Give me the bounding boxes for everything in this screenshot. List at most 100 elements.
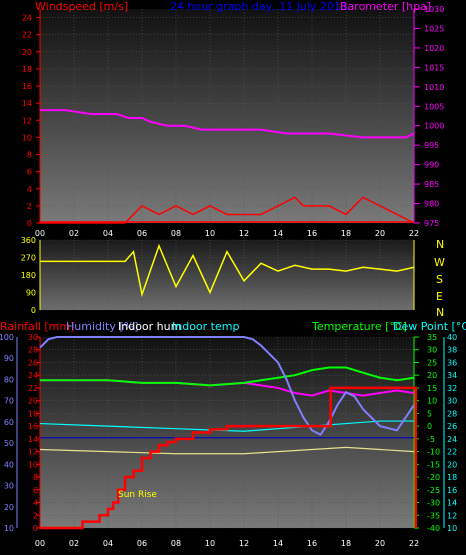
bottom-panel — [40, 337, 414, 528]
windspeed-tick-label: 0 — [27, 219, 32, 228]
dew-point-tick-label: 12 — [447, 511, 457, 520]
rainfall-tick-label: 20 — [28, 397, 38, 406]
dew-point-tick-label: 26 — [447, 422, 457, 431]
rainfall-tick-label: 18 — [28, 409, 38, 418]
humidity-tick-label: 90 — [4, 354, 14, 363]
compass-s: S — [436, 273, 443, 286]
direction-tick-label: 360 — [21, 236, 36, 245]
barometer-tick-label: 985 — [424, 180, 439, 189]
humidity-tick-label: 70 — [4, 397, 14, 406]
humidity-tick-label: 20 — [4, 503, 14, 512]
dew-point-tick-label: 18 — [447, 473, 457, 482]
x-tick-bottom: 22 — [409, 539, 419, 548]
rainfall-tick-label: 24 — [28, 371, 38, 380]
barometer-axis-title: Barometer [hpa] — [340, 0, 431, 13]
x-tick-top: 22 — [409, 229, 419, 238]
indoor-humidity-line — [39, 446, 415, 455]
direction-tick-label: 0 — [31, 306, 36, 315]
x-tick-top: 18 — [341, 229, 351, 238]
rainfall-tick-label: 22 — [28, 384, 38, 393]
x-tick-top: 20 — [375, 229, 385, 238]
dew-point-tick-label: 38 — [447, 346, 457, 355]
windspeed-tick-label: 20 — [22, 48, 32, 57]
humidity-axis-title: Humidity [%] — [66, 320, 138, 333]
sunrise-label: Sun Rise — [118, 490, 157, 500]
barometer-tick-label: 1015 — [424, 63, 444, 72]
humidity-tick-label: 30 — [4, 482, 14, 491]
dew-point-axis-title: Dew Point [°C] — [393, 320, 466, 333]
windspeed-tick-label: 12 — [22, 116, 32, 125]
compass-n-bottom: N — [436, 306, 444, 319]
temperature-tick-label: 25 — [427, 358, 437, 367]
dew-point-tick-label: 30 — [447, 397, 457, 406]
compass-e: E — [436, 290, 443, 303]
dew-point-tick-label: 40 — [447, 333, 457, 342]
windspeed-line — [40, 196, 415, 224]
barometer-tick-label: 1010 — [424, 83, 444, 92]
dew-point-tick-label: 32 — [447, 384, 457, 393]
barometer-tick-label: 1005 — [424, 102, 444, 111]
windspeed-tick-label: 22 — [22, 31, 32, 40]
x-tick-bottom: 20 — [375, 539, 385, 548]
barometer-tick-label: 990 — [424, 161, 439, 170]
temperature-tick-label: 0 — [427, 422, 432, 431]
temperature-tick-label: 35 — [427, 333, 437, 342]
windspeed-tick-label: 4 — [27, 185, 32, 194]
windspeed-tick-label: 8 — [27, 151, 32, 160]
compass-n-top: N — [436, 238, 444, 251]
temperature-line — [40, 366, 415, 387]
dew-point-tick-label: 34 — [447, 371, 457, 380]
x-tick-top: 08 — [171, 229, 181, 238]
gridlines — [39, 9, 415, 529]
temperature-tick-label: -30 — [427, 499, 440, 508]
indoor-hum-title: Indoor hum — [118, 320, 181, 333]
humidity-tick-label: 100 — [0, 333, 14, 342]
windspeed-tick-label: 2 — [27, 202, 32, 211]
dew-point-tick-label: 28 — [447, 409, 457, 418]
windspeed-tick-label: 6 — [27, 168, 32, 177]
dew-point-tick-label: 14 — [447, 499, 457, 508]
barometer-tick-label: 995 — [424, 141, 439, 150]
humidity-tick-label: 60 — [4, 418, 14, 427]
rainfall-tick-label: 28 — [28, 346, 38, 355]
temperature-tick-label: -5 — [427, 435, 435, 444]
dew-point-tick-label: 10 — [447, 524, 457, 533]
windspeed-tick-label: 18 — [22, 65, 32, 74]
humidity-line — [39, 336, 415, 436]
direction-tick-label: 90 — [26, 289, 36, 298]
dew-point-tick-label: 24 — [447, 435, 457, 444]
chart-title: 24 hour graph day, 11 July 2011 — [170, 0, 348, 13]
x-tick-bottom: 16 — [307, 539, 317, 548]
barometer-tick-label: 975 — [424, 219, 439, 228]
axes: 0000020204040606080810101212141416161818… — [0, 5, 457, 548]
rainfall-line — [40, 386, 417, 530]
indoor-temp-title: Indoor temp — [172, 320, 239, 333]
temperature-tick-label: 10 — [427, 397, 437, 406]
dew-point-tick-label: 20 — [447, 460, 457, 469]
x-tick-top: 14 — [273, 229, 283, 238]
temperature-tick-label: -25 — [427, 486, 440, 495]
barometer-tick-label: 1025 — [424, 24, 444, 33]
x-tick-bottom: 10 — [205, 539, 215, 548]
x-tick-bottom: 08 — [171, 539, 181, 548]
x-tick-top: 06 — [137, 229, 147, 238]
rainfall-tick-label: 2 — [33, 511, 38, 520]
windspeed-tick-label: 14 — [22, 99, 32, 108]
wind-direction-line — [40, 243, 415, 298]
humidity-tick-label: 50 — [4, 439, 14, 448]
temperature-tick-label: 30 — [427, 346, 437, 355]
temperature-axis-title: Temperature [°C] — [311, 320, 407, 333]
x-tick-top: 04 — [103, 229, 113, 238]
barometer-tick-label: 1000 — [424, 122, 444, 131]
humidity-tick-label: 80 — [4, 375, 14, 384]
barometer-tick-label: 1020 — [424, 44, 444, 53]
rainfall-axis-title: Rainfall [mm] — [0, 320, 74, 333]
temperature-tick-label: 15 — [427, 384, 437, 393]
windspeed-tick-label: 16 — [22, 82, 32, 91]
temperature-tick-label: 5 — [427, 409, 432, 418]
x-tick-top: 00 — [35, 229, 45, 238]
temperature-tick-label: -15 — [427, 460, 440, 469]
temperature-tick-label: -40 — [427, 524, 440, 533]
indoor-temperature-line — [39, 420, 414, 432]
